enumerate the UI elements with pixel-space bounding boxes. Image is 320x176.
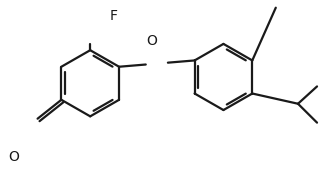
Text: O: O	[8, 150, 19, 164]
Text: F: F	[110, 9, 118, 23]
Text: O: O	[147, 34, 157, 48]
